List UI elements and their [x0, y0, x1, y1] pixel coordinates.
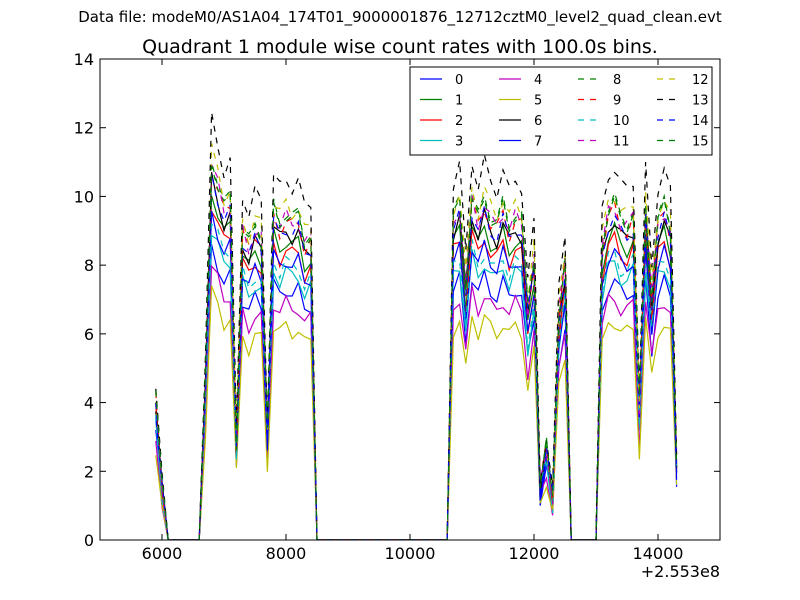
y-tick-label: 14 — [74, 50, 94, 69]
y-tick-label: 2 — [84, 462, 94, 481]
y-tick-label: 12 — [74, 119, 94, 138]
legend-label-15: 15 — [692, 135, 709, 150]
legend-label-1: 1 — [455, 94, 463, 109]
x-tick-label: 6000 — [142, 544, 183, 563]
x-tick-label: 14000 — [633, 544, 684, 563]
legend-label-12: 12 — [692, 73, 709, 88]
legend-label-10: 10 — [613, 114, 630, 129]
legend-label-14: 14 — [692, 114, 709, 129]
y-tick-label: 0 — [84, 531, 94, 550]
legend-label-5: 5 — [534, 94, 542, 109]
legend-label-8: 8 — [613, 73, 621, 88]
y-tick-label: 4 — [84, 394, 94, 413]
y-tick-label: 8 — [84, 256, 94, 275]
series-line-3 — [155, 234, 678, 540]
legend-label-7: 7 — [534, 135, 542, 150]
legend-label-0: 0 — [455, 73, 463, 88]
chart-title: Quadrant 1 module wise count rates with … — [142, 36, 658, 58]
series-line-8 — [155, 162, 678, 540]
series-lines — [155, 112, 678, 540]
y-tick-label: 10 — [74, 187, 94, 206]
x-tick-label: 8000 — [266, 544, 307, 563]
legend-label-11: 11 — [613, 135, 630, 150]
series-line-7 — [155, 210, 678, 540]
legend-label-4: 4 — [534, 73, 542, 88]
legend-label-2: 2 — [455, 114, 463, 129]
legend-label-9: 9 — [613, 94, 621, 109]
y-tick-label: 6 — [84, 325, 94, 344]
series-line-15 — [155, 165, 678, 540]
x-offset-label: +2.553e8 — [641, 562, 720, 581]
series-line-13 — [155, 112, 678, 540]
x-tick-label: 10000 — [385, 544, 436, 563]
figure-suptitle: Data file: modeM0/AS1A04_174T01_90000018… — [78, 8, 722, 26]
series-line-12 — [155, 143, 678, 540]
series-line-4 — [155, 264, 678, 540]
legend-label-6: 6 — [534, 114, 542, 129]
series-line-5 — [155, 285, 678, 540]
series-line-0 — [155, 244, 678, 540]
legend-label-3: 3 — [455, 135, 463, 150]
x-tick-label: 12000 — [509, 544, 560, 563]
legend-label-13: 13 — [692, 94, 709, 109]
